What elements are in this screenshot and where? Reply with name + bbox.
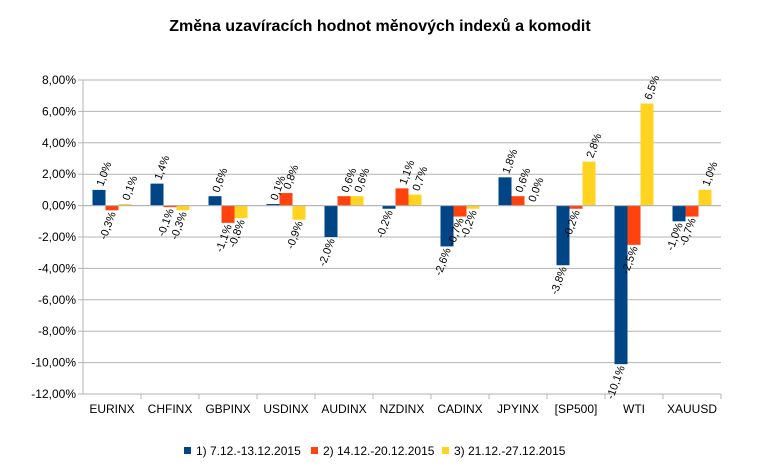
x-tick-label: XAUUSD xyxy=(667,402,717,416)
bar xyxy=(337,196,351,206)
data-label: -2,0% xyxy=(317,237,338,268)
bar xyxy=(698,189,712,206)
y-tick-label: 0,00% xyxy=(42,199,76,213)
bar xyxy=(569,205,583,209)
data-label: 0,6% xyxy=(211,166,231,194)
bar xyxy=(350,196,364,206)
data-label: -0,9% xyxy=(285,219,306,250)
y-tick-label: -4,00% xyxy=(38,261,76,275)
legend-label: 3) 21.12.-27.12.2015 xyxy=(454,444,566,458)
bar xyxy=(324,205,338,237)
data-label: 0,1% xyxy=(121,174,141,202)
bar xyxy=(266,204,280,206)
x-tick-label: GBPINX xyxy=(205,402,250,416)
bar xyxy=(150,183,164,206)
x-tick-label: WTI xyxy=(623,402,645,416)
data-label: -10,1% xyxy=(605,364,628,401)
data-label: 1,8% xyxy=(501,147,521,175)
bar xyxy=(408,194,422,206)
bar xyxy=(453,205,467,217)
data-label: -0,2% xyxy=(375,208,396,239)
x-tick-label: USDINX xyxy=(263,402,308,416)
bar xyxy=(395,188,409,206)
bar xyxy=(234,205,248,219)
bar xyxy=(672,205,686,222)
data-label: -2,6% xyxy=(433,246,454,277)
bar xyxy=(382,205,396,209)
bar xyxy=(511,196,525,206)
bar xyxy=(466,205,480,209)
legend-label: 2) 14.12.-20.12.2015 xyxy=(323,444,435,458)
bar xyxy=(582,161,596,206)
y-tick-label: 4,00% xyxy=(42,136,76,150)
data-label: 6,5% xyxy=(643,74,663,102)
data-label: 2,8% xyxy=(585,132,605,160)
legend-swatch xyxy=(184,447,191,454)
chart-title: Změna uzavíracích hodnot měnových indexů… xyxy=(169,18,591,35)
bars xyxy=(92,103,712,365)
y-tick-label: -8,00% xyxy=(38,324,76,338)
bar xyxy=(92,189,106,206)
x-tick-label: CHFINX xyxy=(148,402,193,416)
legend: 1) 7.12.-13.12.2015 2) 14.12.-20.12.2015 3… xyxy=(184,444,566,458)
legend-swatch xyxy=(311,447,318,454)
y-tick-label: -2,00% xyxy=(38,230,76,244)
bar xyxy=(440,205,454,247)
data-label: -3,8% xyxy=(549,265,570,296)
bar xyxy=(208,196,222,206)
bar xyxy=(221,205,235,223)
data-label: 1,4% xyxy=(153,154,173,182)
legend-label: 1) 7.12.-13.12.2015 xyxy=(196,444,301,458)
bar xyxy=(556,205,570,266)
y-tick-label: -10,00% xyxy=(31,356,76,370)
x-tick-label: [SP500] xyxy=(555,402,598,416)
bar xyxy=(105,205,119,211)
bar xyxy=(498,177,512,206)
bar xyxy=(640,103,654,206)
bar xyxy=(176,205,190,211)
y-tick-label: 8,00% xyxy=(42,73,76,87)
y-tick-label: 6,00% xyxy=(42,104,76,118)
bar xyxy=(685,205,699,217)
y-tick-label: -12,00% xyxy=(31,387,76,401)
data-label: 0,8% xyxy=(282,163,302,191)
x-tick-label: AUDINX xyxy=(321,402,366,416)
x-tick-label: CADINX xyxy=(437,402,482,416)
axes: 8,00% 6,00% 4,00% 2,00% 0,00% -2,00% -4,00% -6,… xyxy=(31,73,722,416)
bar xyxy=(118,204,132,206)
y-tick-label: -6,00% xyxy=(38,293,76,307)
bar xyxy=(292,205,306,220)
bar xyxy=(163,205,177,208)
bar xyxy=(627,205,641,245)
x-tick-label: NZDINX xyxy=(380,402,425,416)
bar xyxy=(279,193,293,206)
bar xyxy=(614,205,628,365)
y-tick-label: 2,00% xyxy=(42,167,76,181)
x-tick-label: JPYINX xyxy=(497,402,539,416)
legend-swatch xyxy=(442,447,449,454)
x-tick-label: EURINX xyxy=(89,402,134,416)
